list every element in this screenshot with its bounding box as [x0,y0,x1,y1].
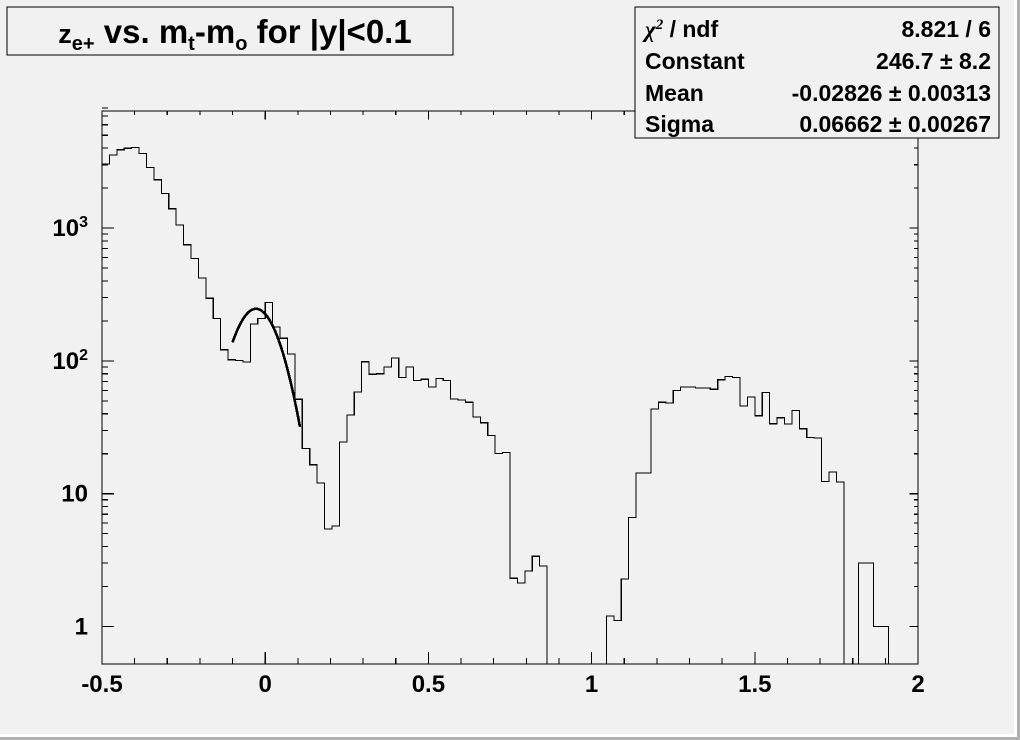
svg-text:-0.02826 ± 0.00313: -0.02826 ± 0.00313 [792,80,991,106]
svg-text:1: 1 [585,671,598,698]
svg-text:0: 0 [259,671,272,698]
svg-text:10: 10 [61,481,88,508]
svg-text:χ2 / ndf: χ2 / ndf [642,16,718,42]
svg-text:Sigma: Sigma [645,111,714,137]
svg-text:1.5: 1.5 [738,671,771,698]
svg-text:1: 1 [75,614,88,641]
svg-text:ze+ vs. mt-mo for |y|<0.1: ze+ vs. mt-mo for |y|<0.1 [58,13,411,55]
svg-text:Mean: Mean [645,80,704,106]
svg-text:246.7 ± 8.2: 246.7 ± 8.2 [876,48,991,74]
svg-text:2: 2 [911,671,924,698]
svg-text:Constant: Constant [645,48,745,74]
svg-text:0.5: 0.5 [412,671,445,698]
svg-text:0.06662 ± 0.00267: 0.06662 ± 0.00267 [799,111,991,137]
svg-text:8.821 / 6: 8.821 / 6 [901,16,991,42]
svg-text:-0.5: -0.5 [81,671,122,698]
